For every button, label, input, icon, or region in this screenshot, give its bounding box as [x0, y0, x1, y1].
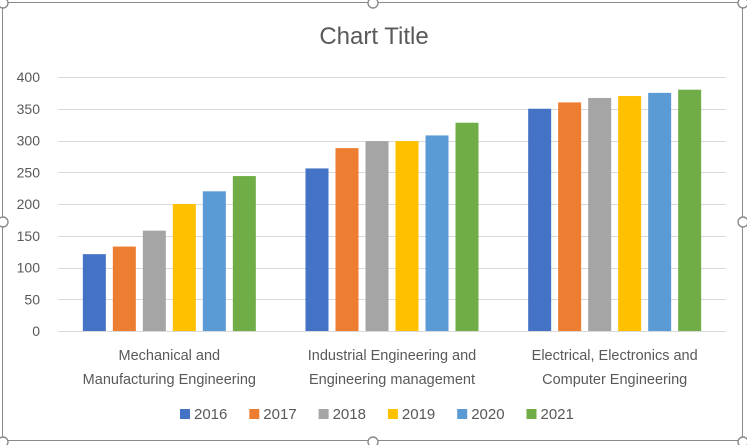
- bar-2016-cat1: [305, 168, 329, 331]
- bar-2018-cat0: [142, 230, 166, 331]
- bar-2018-cat1: [365, 141, 389, 331]
- chart-title: Chart Title: [319, 23, 428, 50]
- bar-2017-cat0: [112, 246, 136, 331]
- bar-2021-cat1: [455, 122, 479, 331]
- bar-2019-cat0: [172, 204, 196, 331]
- legend-swatch-2016: [180, 409, 190, 419]
- y-tick-label: 100: [17, 260, 41, 276]
- legend-swatch-2017: [249, 409, 260, 419]
- resize-handle[interactable]: [367, 0, 379, 9]
- bar-2016-cat2: [528, 108, 552, 331]
- x-category-label: Mechanical and: [119, 348, 221, 364]
- x-category-label: Manufacturing Engineering: [83, 372, 256, 388]
- resize-handle[interactable]: [0, 436, 9, 445]
- resize-handle[interactable]: [737, 436, 747, 445]
- x-axis-categories: Mechanical and Manufacturing Engineering I…: [83, 348, 698, 388]
- legend: 2016 2017 2018 2019 2020 2021: [180, 406, 574, 423]
- legend-label: 2019: [402, 406, 435, 423]
- legend-label: 2021: [541, 406, 574, 423]
- bar-2020-cat0: [202, 191, 226, 331]
- resize-handle[interactable]: [737, 216, 747, 228]
- legend-swatch-2018: [318, 409, 329, 419]
- x-category-label: Electrical, Electronics and: [532, 348, 698, 364]
- resize-handle[interactable]: [367, 436, 379, 445]
- x-category-label: Engineering management: [309, 372, 475, 388]
- bars: [82, 89, 702, 332]
- y-tick-label: 50: [24, 291, 40, 307]
- y-tick-label: 0: [32, 323, 40, 339]
- resize-handle[interactable]: [0, 216, 9, 228]
- bar-2017-cat2: [558, 102, 582, 332]
- bar-2020-cat2: [648, 92, 672, 331]
- bar-2016-cat0: [82, 254, 106, 331]
- y-tick-label: 150: [17, 228, 41, 244]
- resize-handle[interactable]: [0, 0, 9, 9]
- legend-label: 2017: [263, 406, 296, 423]
- bar-2019-cat2: [618, 96, 642, 331]
- y-tick-label: 300: [17, 133, 41, 149]
- y-tick-label: 350: [17, 101, 41, 117]
- x-category-label: Industrial Engineering and: [308, 348, 476, 364]
- y-axis-ticks: 0 50 100 150 200 250 300 350 400: [17, 69, 41, 339]
- bar-2021-cat0: [232, 176, 256, 331]
- bar-2018-cat2: [588, 97, 612, 331]
- y-tick-label: 200: [17, 196, 41, 212]
- bar-2020-cat1: [425, 135, 449, 331]
- bar-2017-cat1: [335, 148, 359, 331]
- resize-handle[interactable]: [737, 0, 747, 9]
- legend-label: 2018: [333, 406, 366, 423]
- legend-label: 2020: [471, 406, 504, 423]
- y-tick-label: 250: [17, 164, 41, 180]
- x-category-label: Computer Engineering: [542, 372, 687, 388]
- gridlines: [58, 77, 726, 332]
- legend-swatch-2021: [526, 409, 537, 419]
- legend-label: 2016: [194, 406, 227, 423]
- legend-swatch-2019: [387, 409, 398, 419]
- bar-2021-cat2: [678, 89, 702, 331]
- y-tick-label: 400: [17, 69, 41, 85]
- bar-2019-cat1: [395, 141, 419, 331]
- legend-swatch-2020: [457, 409, 468, 419]
